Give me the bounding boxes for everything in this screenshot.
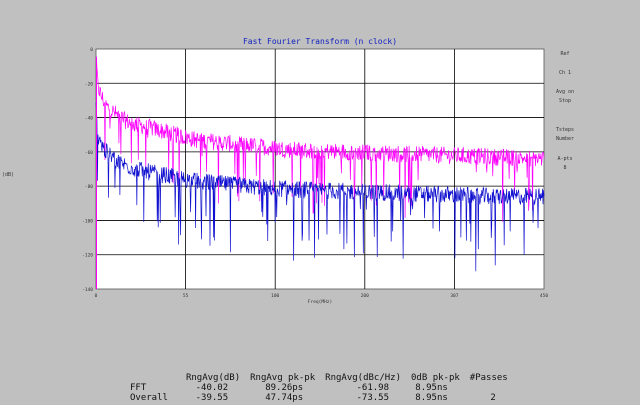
cell: -73.55	[356, 393, 390, 403]
apts-value: 8	[563, 165, 567, 171]
series-line-1	[95, 102, 545, 272]
cell: 47.74ps	[265, 393, 304, 403]
avg-label: Avg on	[555, 89, 575, 95]
channel-label: Ch 1	[558, 70, 572, 76]
row-name: Overall	[130, 393, 168, 403]
stats-header: RngAvg(dB)	[185, 373, 241, 383]
stats-row-overall: Overall -39.55 47.74ps -73.55 8.95ns 2	[130, 393, 518, 403]
cell	[470, 383, 518, 393]
x-axis-label: Freq(MHz)	[308, 299, 332, 305]
cell: 8.95ns	[415, 393, 448, 403]
x-tick-label: 0	[95, 293, 98, 299]
cell: -40.02	[195, 383, 229, 393]
cell: 89.26ps	[265, 383, 304, 393]
y-tick-label: 0	[90, 47, 93, 53]
stats-header: #Passes	[469, 373, 508, 383]
y-tick-label: -40	[85, 116, 93, 122]
stats-row-fft: FFT -40.02 89.26ps -61.98 8.95ns	[130, 383, 518, 393]
y-tick-label: -20	[85, 81, 93, 87]
x-tick-label: 200	[361, 293, 369, 299]
stats-header: 0dB pk-pk	[411, 373, 460, 383]
fft-chart: 0 -20 -40 -60 -80 -100 -120 -140 0 55 100 200 307 45…	[82, 37, 549, 305]
stats-header-row: RngAvg(dB) RngAvg pk-pk RngAvg(dBc/Hz) 0…	[130, 373, 518, 383]
x-tick-label: 450	[540, 293, 548, 299]
cell: -39.55	[195, 393, 229, 403]
x-ticks: 0 55 100 200 307 450	[95, 293, 549, 299]
y-axis-label: (dB)	[2, 172, 15, 178]
plot-area	[95, 48, 545, 290]
y-tick-label: -100	[82, 218, 93, 224]
chart-title: Fast Fourier Transform (n clock)	[243, 37, 397, 46]
cell: 2	[490, 393, 496, 403]
stats-header: RngAvg(dBc/Hz)	[325, 373, 402, 383]
x-tick-label: 100	[271, 293, 279, 299]
y-tick-label: -120	[82, 253, 93, 259]
stats-header	[130, 373, 186, 383]
cell: -61.98	[356, 383, 390, 393]
x-tick-label: 55	[183, 293, 189, 299]
number-label: Number	[555, 136, 575, 142]
series-line-0	[95, 56, 545, 223]
y-tick-label: -140	[82, 287, 93, 293]
cell: 8.95ns	[415, 383, 448, 393]
row-name: FFT	[130, 383, 147, 393]
stop-label: Stop	[558, 98, 572, 104]
series	[95, 56, 545, 289]
stats-table: RngAvg(dB) RngAvg pk-pk RngAvg(dBc/Hz) 0…	[130, 373, 518, 403]
y-tick-label: -80	[85, 184, 93, 190]
apts-label: A-pts	[557, 156, 573, 162]
x-tick-label: 307	[450, 293, 458, 299]
tsteps-label: Tsteps	[555, 127, 575, 133]
grid	[96, 49, 544, 289]
y-ticks: 0 -20 -40 -60 -80 -100 -120 -140	[82, 47, 93, 293]
y-tick-label: -60	[85, 150, 93, 156]
stats-header: RngAvg pk-pk	[250, 373, 316, 383]
ref-label: Ref	[560, 51, 570, 57]
